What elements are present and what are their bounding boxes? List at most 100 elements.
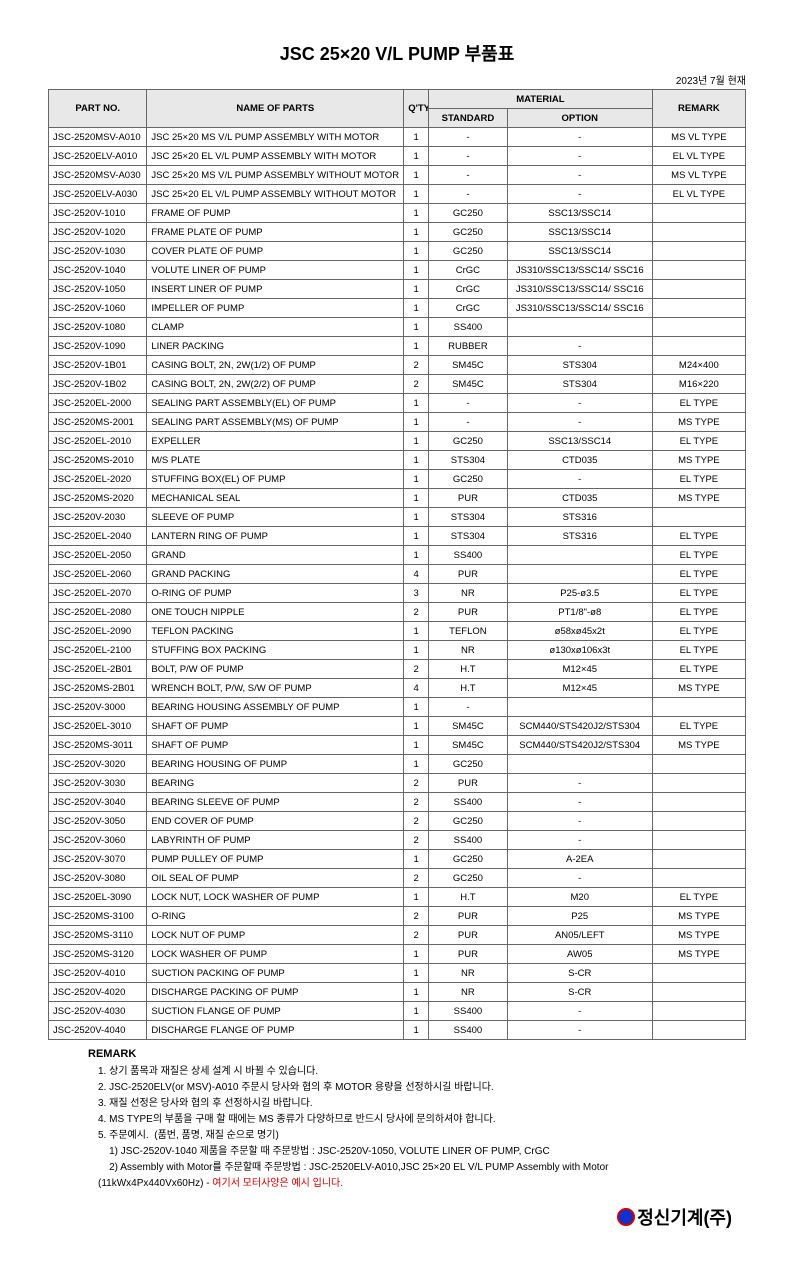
cell: EL TYPE xyxy=(652,432,745,451)
cell: SSC13/SSC14 xyxy=(507,223,652,242)
cell: - xyxy=(507,185,652,204)
cell: CASING BOLT, 2N, 2W(1/2) OF PUMP xyxy=(147,356,404,375)
table-row: JSC-2520MSV-A030JSC 25×20 MS V/L PUMP AS… xyxy=(49,166,746,185)
cell: 1 xyxy=(404,964,429,983)
cell: JSC-2520V-3050 xyxy=(49,812,147,831)
cell: JSC-2520EL-2080 xyxy=(49,603,147,622)
table-row: JSC-2520V-1030COVER PLATE OF PUMP1GC250S… xyxy=(49,242,746,261)
cell: JS310/SSC13/SSC14/ SSC16 xyxy=(507,280,652,299)
cell: S-CR xyxy=(507,983,652,1002)
cell: 2 xyxy=(404,356,429,375)
cell: LOCK WASHER OF PUMP xyxy=(147,945,404,964)
cell: NR xyxy=(429,964,508,983)
header-qty: Q'TY xyxy=(404,90,429,128)
cell: JSC-2520V-1040 xyxy=(49,261,147,280)
cell: - xyxy=(507,869,652,888)
cell: 2 xyxy=(404,831,429,850)
cell: MS TYPE xyxy=(652,679,745,698)
cell: JSC-2520MS-2B01 xyxy=(49,679,147,698)
cell: - xyxy=(429,698,508,717)
cell: 1 xyxy=(404,755,429,774)
cell xyxy=(652,1002,745,1021)
cell: SSC13/SSC14 xyxy=(507,242,652,261)
cell: - xyxy=(507,1002,652,1021)
cell: 1 xyxy=(404,432,429,451)
header-name: NAME OF PARTS xyxy=(147,90,404,128)
cell: PUR xyxy=(429,926,508,945)
cell: ø58xø45x2t xyxy=(507,622,652,641)
cell: 2 xyxy=(404,660,429,679)
cell: CTD035 xyxy=(507,451,652,470)
cell: JSC-2520EL-2040 xyxy=(49,527,147,546)
cell: IMPELLER OF PUMP xyxy=(147,299,404,318)
table-row: JSC-2520V-1090LINER PACKING1RUBBER- xyxy=(49,337,746,356)
cell: - xyxy=(507,166,652,185)
cell: 2 xyxy=(404,375,429,394)
cell: - xyxy=(507,337,652,356)
cell: JSC 25×20 EL V/L PUMP ASSEMBLY WITHOUT M… xyxy=(147,185,404,204)
cell: 3 xyxy=(404,584,429,603)
table-row: JSC-2520MS-2010M/S PLATE1STS304CTD035MS … xyxy=(49,451,746,470)
cell: EL VL TYPE xyxy=(652,185,745,204)
table-row: JSC-2520EL-2010EXPELLER1GC250SSC13/SSC14… xyxy=(49,432,746,451)
cell: JSC-2520MS-3011 xyxy=(49,736,147,755)
cell: - xyxy=(429,128,508,147)
cell: 1 xyxy=(404,850,429,869)
table-row: JSC-2520ELV-A030JSC 25×20 EL V/L PUMP AS… xyxy=(49,185,746,204)
cell: OIL SEAL OF PUMP xyxy=(147,869,404,888)
table-row: JSC-2520EL-2090TEFLON PACKING1TEFLONø58x… xyxy=(49,622,746,641)
cell: EL TYPE xyxy=(652,584,745,603)
table-row: JSC-2520V-1080CLAMP1SS400 xyxy=(49,318,746,337)
cell: - xyxy=(429,147,508,166)
cell: SS400 xyxy=(429,831,508,850)
table-row: JSC-2520V-4030SUCTION FLANGE OF PUMP1SS4… xyxy=(49,1002,746,1021)
cell: SUCTION FLANGE OF PUMP xyxy=(147,1002,404,1021)
cell: JSC-2520MSV-A010 xyxy=(49,128,147,147)
cell: 1 xyxy=(404,318,429,337)
cell: JSC-2520V-3030 xyxy=(49,774,147,793)
cell: JSC-2520V-3020 xyxy=(49,755,147,774)
cell: 1 xyxy=(404,470,429,489)
cell: JSC-2520V-1080 xyxy=(49,318,147,337)
table-row: JSC-2520V-1040VOLUTE LINER OF PUMP1CrGCJ… xyxy=(49,261,746,280)
cell: MS TYPE xyxy=(652,945,745,964)
table-row: JSC-2520V-3050END COVER OF PUMP2GC250- xyxy=(49,812,746,831)
cell: MS VL TYPE xyxy=(652,128,745,147)
cell: GC250 xyxy=(429,432,508,451)
remark-line: 1) JSC-2520V-1040 제품을 주문할 때 주문방법 : JSC-2… xyxy=(98,1144,746,1160)
cell: M24×400 xyxy=(652,356,745,375)
cell: LOCK NUT, LOCK WASHER OF PUMP xyxy=(147,888,404,907)
cell: 1 xyxy=(404,451,429,470)
cell: JSC-2520V-3060 xyxy=(49,831,147,850)
cell: BOLT, P/W OF PUMP xyxy=(147,660,404,679)
company-footer: 정신기계(주) xyxy=(48,1204,746,1230)
cell: H.T xyxy=(429,660,508,679)
cell: - xyxy=(429,185,508,204)
cell xyxy=(652,964,745,983)
cell: PUR xyxy=(429,774,508,793)
cell xyxy=(652,508,745,527)
table-row: JSC-2520V-1050INSERT LINER OF PUMP1CrGCJ… xyxy=(49,280,746,299)
table-row: JSC-2520EL-3090LOCK NUT, LOCK WASHER OF … xyxy=(49,888,746,907)
cell: GC250 xyxy=(429,812,508,831)
cell: MS TYPE xyxy=(652,907,745,926)
cell: JSC-2520V-3000 xyxy=(49,698,147,717)
cell: - xyxy=(429,394,508,413)
cell: A-2EA xyxy=(507,850,652,869)
cell: COVER PLATE OF PUMP xyxy=(147,242,404,261)
cell: GC250 xyxy=(429,850,508,869)
cell: BEARING SLEEVE OF PUMP xyxy=(147,793,404,812)
cell: SHAFT OF PUMP xyxy=(147,736,404,755)
cell xyxy=(652,261,745,280)
cell: S-CR xyxy=(507,964,652,983)
cell xyxy=(652,280,745,299)
remark-line: 3. 재질 선정은 당사와 협의 후 선정하시길 바랍니다. xyxy=(98,1096,746,1112)
cell: FRAME PLATE OF PUMP xyxy=(147,223,404,242)
cell: MS TYPE xyxy=(652,413,745,432)
cell xyxy=(652,774,745,793)
cell: 1 xyxy=(404,641,429,660)
cell: - xyxy=(507,394,652,413)
cell: 1 xyxy=(404,983,429,1002)
cell: O-RING xyxy=(147,907,404,926)
cell: SHAFT OF PUMP xyxy=(147,717,404,736)
